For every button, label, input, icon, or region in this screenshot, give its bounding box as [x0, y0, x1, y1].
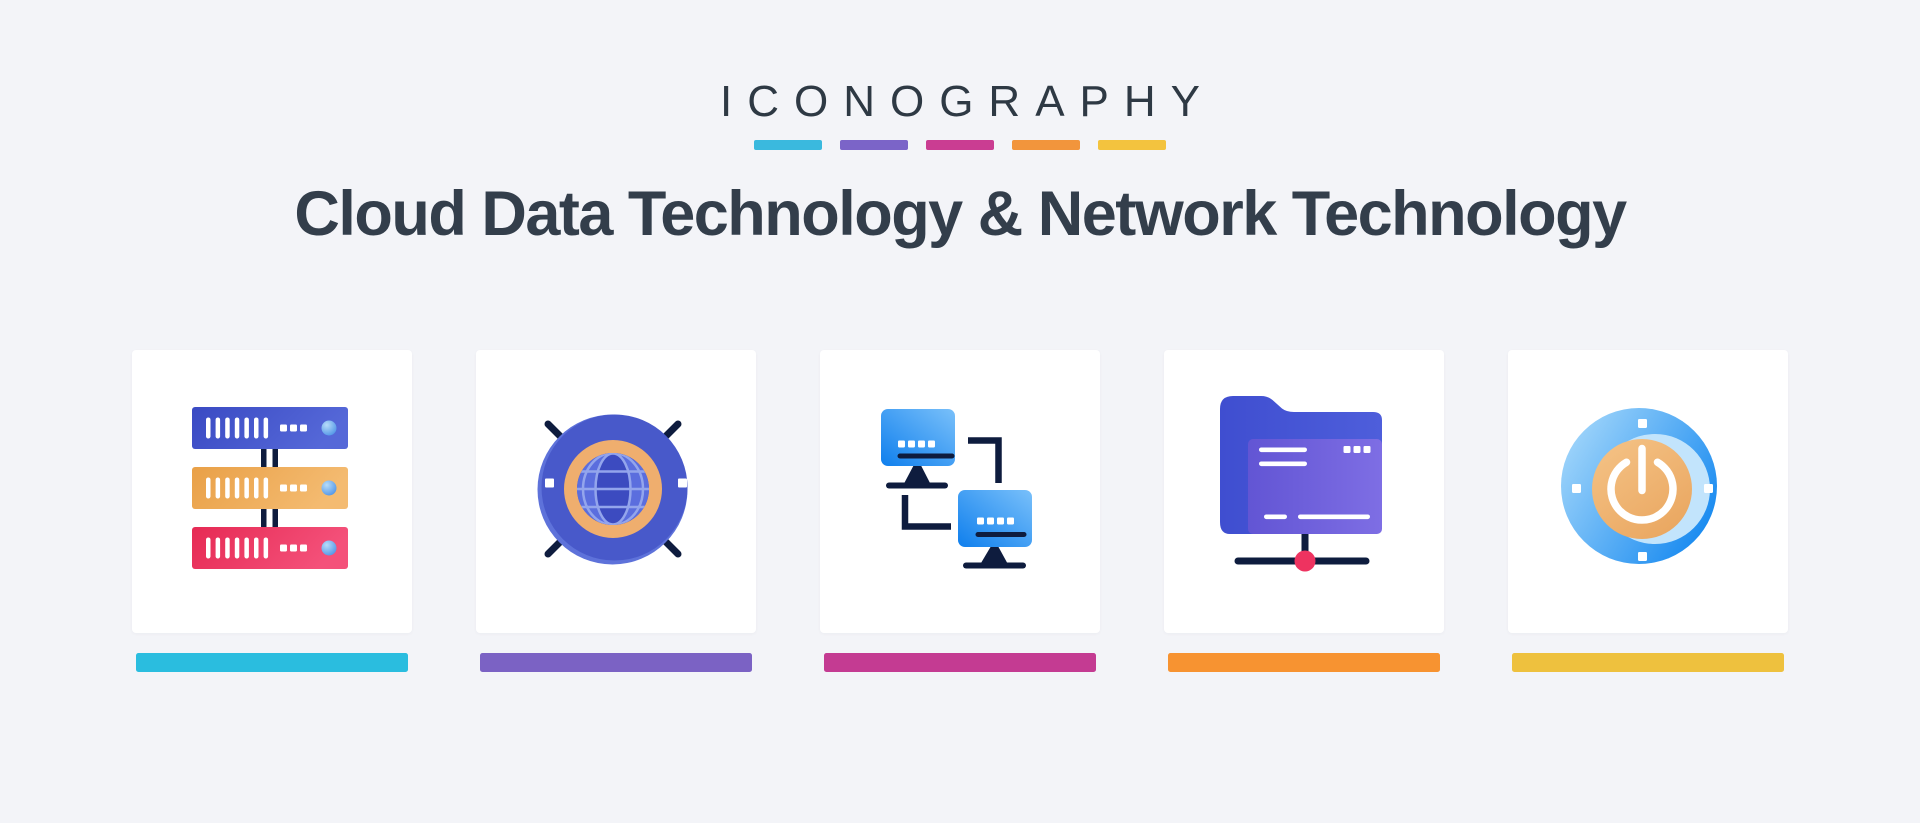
network-folder-icon — [1220, 396, 1382, 572]
icon-cards-row — [0, 350, 1920, 673]
brand-underline-segment-cyan — [754, 140, 822, 150]
brand-underline-segment-orange — [1012, 140, 1080, 150]
icon-card-column-monitors — [820, 350, 1100, 673]
power-button-icon — [1561, 408, 1717, 565]
icon-card-monitors — [820, 350, 1100, 634]
hero-section: ICONOGRAPHY Cloud Data Technology & Netw… — [0, 0, 1920, 250]
icon-card-folder — [1164, 350, 1444, 634]
server-racks-icon — [192, 407, 348, 570]
brand-underline — [0, 140, 1920, 150]
icon-card-column-power — [1508, 350, 1788, 673]
brand-underline-segment-purple — [840, 140, 908, 150]
icon-card-servers — [132, 350, 412, 634]
card-accent-bar-yellow — [1512, 653, 1784, 673]
brand-underline-segment-yellow — [1098, 140, 1166, 150]
card-accent-bar-magenta — [824, 653, 1096, 673]
monitors-sharing-icon — [881, 409, 1032, 569]
icon-card-power — [1508, 350, 1788, 634]
icon-card-column-servers — [132, 350, 412, 673]
card-accent-bar-cyan — [136, 653, 408, 673]
icon-card-column-globe — [476, 350, 756, 673]
brand-title: ICONOGRAPHY — [719, 77, 1216, 126]
card-accent-bar-purple — [480, 653, 752, 673]
brand-underline-segment-magenta — [926, 140, 994, 150]
globe-network-icon — [537, 414, 688, 565]
icon-card-column-folder — [1164, 350, 1444, 673]
icon-card-globe — [476, 350, 756, 634]
card-accent-bar-orange — [1168, 653, 1440, 673]
page-title: Cloud Data Technology & Network Technolo… — [294, 179, 1627, 249]
